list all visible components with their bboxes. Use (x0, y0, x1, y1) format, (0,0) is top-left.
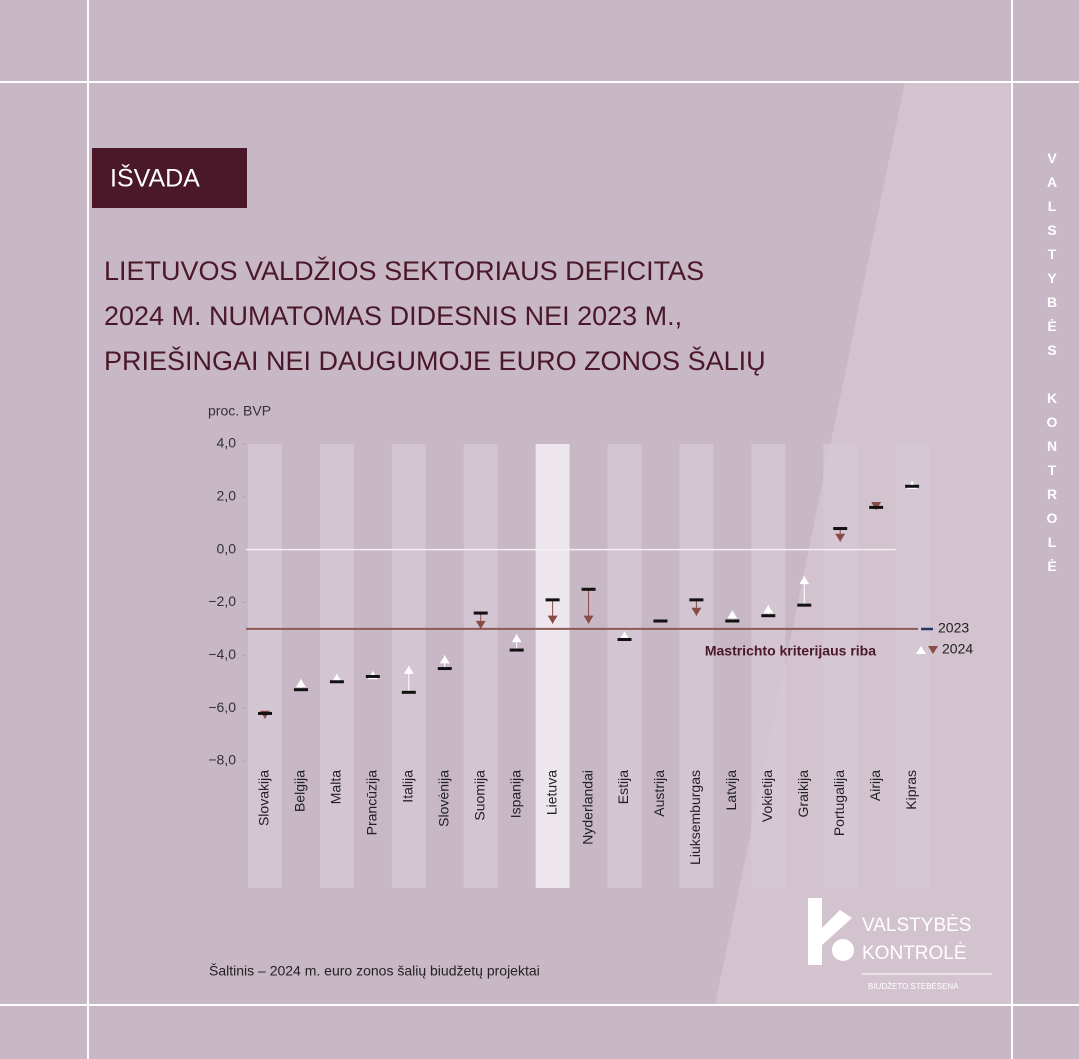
y-tick-label: −2,0 (208, 593, 236, 609)
legend-label: 2023 (938, 620, 969, 636)
marker-2023 (761, 614, 776, 618)
marker-2023 (437, 667, 452, 671)
legend-swatch (928, 646, 938, 654)
band (895, 444, 930, 888)
y-tick-label: 2,0 (217, 488, 237, 504)
marker-2024 (331, 673, 342, 682)
band (319, 444, 354, 888)
x-tick-label: Nyderlandai (579, 770, 595, 845)
texture (715, 82, 1012, 1005)
y-tick-label: −8,0 (208, 752, 236, 768)
title: 2024 M. NUMATOMAS DIDESNIS NEI 2023 M., (104, 301, 682, 331)
side-text: VALSTYBĖS KONTROLĖ (1044, 150, 1060, 582)
logo-dot (832, 939, 854, 961)
marker-2023 (617, 637, 632, 641)
logo-mark (808, 898, 852, 965)
badge: IŠVADA (110, 164, 200, 193)
marker-2023 (329, 680, 344, 684)
marker-2024 (763, 605, 774, 614)
marker-2024 (799, 576, 810, 585)
marker-2024 (835, 533, 846, 542)
x-tick-label: Suomija (471, 770, 487, 821)
x-tick-label: Airija (867, 770, 883, 801)
legend-label: 2024 (942, 641, 973, 657)
x-tick-label: Slovėnija (435, 770, 451, 827)
logo-text: KONTROLĖ (862, 943, 967, 964)
band (607, 444, 642, 888)
marker-2023 (293, 688, 308, 692)
x-tick-label: Belgija (292, 770, 308, 812)
source: Šaltinis – 2024 m. euro zonos šalių biud… (209, 963, 540, 979)
title: LIETUVOS VALDŽIOS SEKTORIAUS DEFICITAS (104, 255, 704, 286)
marker-2023 (545, 598, 560, 602)
title: PRIEŠINGAI NEI DAUGUMOJE EURO ZONOS ŠALI… (104, 345, 766, 376)
marker-2024 (619, 631, 630, 640)
marker-2023 (869, 505, 884, 509)
x-tick-label: Estija (615, 770, 631, 804)
marker-2024 (403, 665, 414, 674)
marker-2023 (833, 527, 848, 531)
marker-2024 (691, 607, 702, 616)
x-tick-label: Vokietija (759, 770, 775, 822)
band (248, 444, 282, 888)
x-tick-label: Malta (328, 770, 344, 804)
x-tick-label: Latvija (723, 770, 739, 811)
x-tick-label: Ispanija (507, 770, 523, 818)
marker-2024 (583, 615, 594, 624)
x-tick-label: Graikija (795, 770, 811, 818)
marker-2023 (653, 619, 668, 623)
x-tick-label: Slovakija (256, 770, 272, 826)
legend-swatch (916, 646, 926, 654)
logo: VALSTYBĖS KONTROLĖ BIUDŽETO STEBĖSENA (808, 898, 992, 991)
marker-2024 (439, 655, 450, 664)
marker-2023 (905, 484, 920, 488)
threshold-label: Mastrichto kriterijaus riba (705, 643, 876, 659)
band (679, 444, 714, 888)
marker-2023 (473, 611, 488, 615)
marker-2023 (401, 690, 416, 694)
badge-box (92, 148, 247, 208)
band (535, 444, 570, 888)
marker-2023 (258, 711, 272, 715)
marker-2023 (797, 603, 812, 607)
marker-2023 (725, 619, 740, 623)
y-tick-label: −4,0 (208, 646, 236, 662)
marker-2023 (509, 648, 524, 652)
y-tick-label: 4,0 (217, 435, 237, 451)
x-tick-label: Liuksemburgas (687, 770, 703, 865)
marker-2024 (475, 620, 486, 629)
y-tick-label: −6,0 (208, 699, 236, 715)
y-label: proc. BVP (208, 403, 271, 419)
x-tick-label: Prancūzija (364, 770, 380, 836)
logo-text: VALSTYBĖS (862, 915, 971, 936)
x-tick-label: Austrija (651, 770, 667, 817)
y-tick-label: 0,0 (217, 540, 237, 556)
band (823, 444, 858, 888)
marker-2024 (547, 615, 558, 624)
marker-2023 (581, 587, 596, 591)
x-tick-label: Kipras (903, 770, 919, 810)
x-tick-label: Lietuva (543, 770, 559, 815)
logo-tagline: BIUDŽETO STEBĖSENA (868, 982, 959, 991)
marker-2023 (689, 598, 704, 602)
band (751, 444, 786, 888)
marker-2023 (365, 674, 380, 678)
marker-2024 (727, 610, 738, 619)
marker-2024 (295, 679, 306, 688)
x-tick-label: Portugalija (831, 770, 847, 836)
marker-2024 (511, 634, 522, 643)
x-tick-label: Italija (400, 770, 416, 803)
band (463, 444, 498, 888)
